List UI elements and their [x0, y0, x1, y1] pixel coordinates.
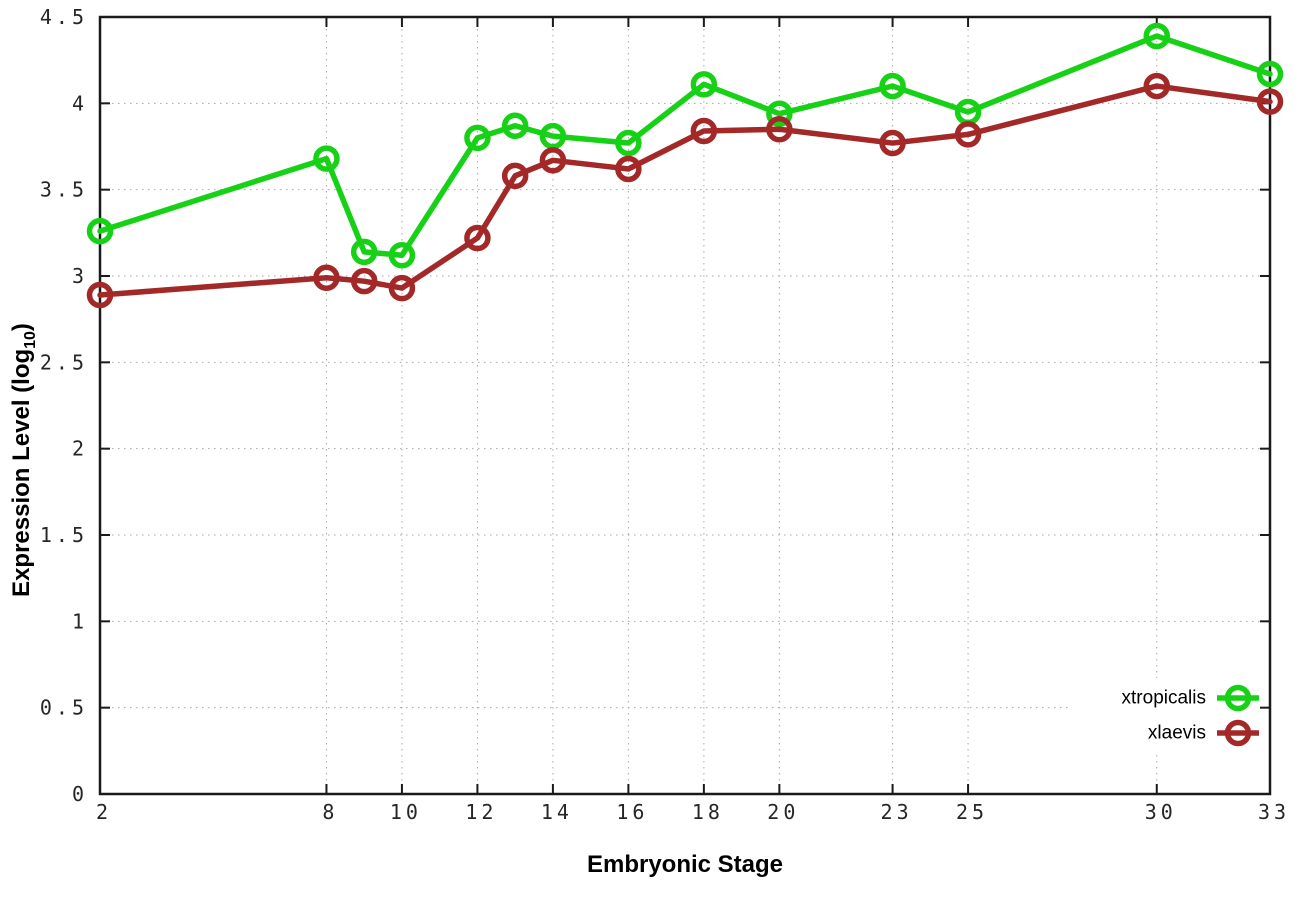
data-point-xtropicalis	[350, 238, 378, 266]
y-tick-label: 1.5	[40, 523, 88, 547]
data-point-xtropicalis	[1143, 22, 1171, 50]
y-tick-label: 3.5	[40, 178, 88, 202]
data-point-xlaevis	[615, 155, 642, 183]
series-line-xtropicalis	[97, 33, 1273, 259]
data-point-xtropicalis	[615, 129, 642, 157]
x-tick-label: 33	[1258, 800, 1290, 824]
data-point-xtropicalis	[313, 145, 340, 172]
y-tick-label: 4.5	[40, 5, 88, 29]
data-point-xtropicalis	[464, 124, 491, 152]
data-point-xlaevis	[350, 267, 378, 295]
y-axis-title-suffix: )	[8, 323, 35, 332]
data-point-xlaevis	[464, 224, 491, 252]
y-tick-label: 0	[72, 782, 88, 806]
x-tick-label: 14	[541, 800, 573, 824]
data-point-xlaevis	[690, 117, 718, 145]
data-point-xtropicalis	[690, 71, 718, 98]
data-point-xtropicalis	[879, 72, 906, 100]
x-axis-title: Embryonic Stage	[586, 851, 784, 878]
y-tick-label: 0.5	[40, 696, 88, 720]
legend-marker-xtropicalis	[1224, 684, 1252, 712]
data-point-xtropicalis	[388, 242, 416, 269]
y-axis-title-text: Expression Level (log	[8, 348, 35, 597]
data-point-xtropicalis	[501, 112, 529, 140]
data-point-xlaevis	[501, 162, 529, 190]
data-point-xtropicalis	[86, 217, 114, 245]
data-point-xtropicalis	[539, 122, 567, 150]
x-tick-label: 23	[881, 800, 913, 824]
data-point-xlaevis	[539, 147, 567, 174]
data-point-xtropicalis	[766, 100, 793, 127]
data-point-xlaevis	[1143, 72, 1171, 100]
x-tick-label: 2	[96, 800, 112, 824]
data-point-xlaevis	[879, 129, 906, 157]
series-line-xlaevis	[97, 83, 1273, 298]
data-point-xlaevis	[954, 121, 982, 148]
data-point-xlaevis	[388, 274, 416, 302]
y-tick-label: 1	[72, 609, 88, 633]
y-tick-label: 2	[72, 437, 88, 461]
x-tick-label: 30	[1145, 800, 1177, 824]
data-point-xlaevis	[766, 115, 793, 143]
x-tick-label: 8	[322, 800, 338, 824]
x-tick-label: 20	[767, 800, 799, 824]
y-tick-label: 3	[72, 264, 88, 288]
legend-label-xtropicalis: xtropicalis	[1122, 688, 1206, 709]
y-axis-title: Expression Level (log10)	[8, 140, 40, 780]
y-tick-label: 2.5	[40, 350, 88, 374]
x-tick-label: 12	[465, 800, 497, 824]
y-tick-label: 4	[72, 91, 88, 115]
x-tick-label: 25	[956, 800, 988, 824]
x-tick-label: 18	[692, 800, 724, 824]
plot-border	[98, 15, 1272, 796]
legend-marker-xlaevis	[1224, 719, 1252, 747]
data-point-xlaevis	[1256, 88, 1284, 115]
legend-label-xlaevis: xlaevis	[1148, 723, 1206, 744]
x-tick-label: 16	[616, 800, 648, 824]
data-point-xlaevis	[86, 281, 114, 309]
x-tick-label: 10	[390, 800, 422, 824]
data-point-xlaevis	[313, 264, 340, 291]
data-point-xtropicalis	[1256, 60, 1284, 88]
y-axis-title-subscript: 10	[21, 331, 39, 349]
